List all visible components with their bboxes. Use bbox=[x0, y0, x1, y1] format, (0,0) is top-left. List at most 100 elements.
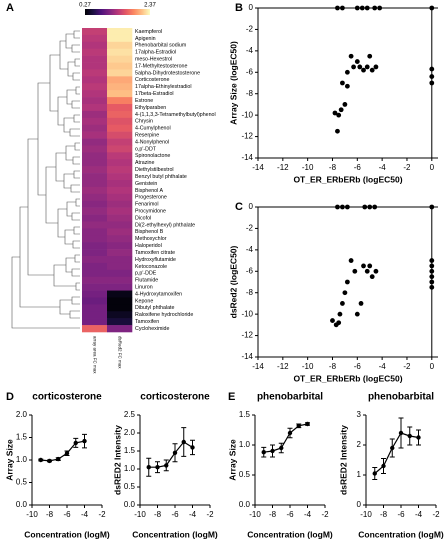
point bbox=[38, 457, 43, 463]
x-axis-title: Concentration (logM) bbox=[24, 529, 110, 539]
row-label: Ketoconazole bbox=[135, 264, 167, 270]
point bbox=[429, 284, 435, 290]
heatmap-cell bbox=[107, 90, 133, 98]
row-label: Haloperidol bbox=[135, 243, 162, 249]
row-label: Bisphenol A bbox=[135, 188, 163, 194]
heatmap-cell bbox=[82, 145, 108, 153]
point bbox=[279, 445, 284, 451]
point bbox=[429, 66, 435, 72]
point bbox=[47, 458, 52, 464]
curve bbox=[40, 440, 85, 462]
row-label: Tamoxifen bbox=[135, 319, 159, 325]
x-tick-label: 0 bbox=[430, 362, 435, 371]
heatmap-cell bbox=[107, 325, 133, 333]
x-tick-label: -10 bbox=[302, 362, 314, 371]
row-label: 4-Hydroxytamoxifen bbox=[135, 291, 182, 297]
point bbox=[398, 430, 404, 436]
panel-label: A bbox=[6, 2, 14, 14]
point bbox=[407, 433, 412, 439]
colorbar bbox=[85, 9, 150, 15]
point bbox=[342, 290, 348, 296]
y-tick-label: 2.0 bbox=[124, 428, 136, 437]
point bbox=[344, 69, 350, 75]
y-tick-label: 0 bbox=[249, 3, 254, 12]
point bbox=[348, 258, 354, 263]
heatmap-cell bbox=[107, 69, 133, 77]
row-label: Apigenin bbox=[135, 36, 156, 42]
x-tick-label: -2 bbox=[321, 510, 329, 519]
x-tick-label: -10 bbox=[249, 510, 261, 519]
heatmap-cell bbox=[82, 83, 108, 91]
point bbox=[367, 204, 373, 210]
panel-label: C bbox=[235, 201, 243, 213]
heatmap-cell bbox=[82, 207, 108, 215]
x-tick-label: -8 bbox=[329, 163, 337, 172]
y-tick-label: -8 bbox=[246, 89, 254, 98]
y-tick-label: -12 bbox=[241, 331, 253, 340]
heatmap-cell bbox=[82, 228, 108, 236]
row-label: Procymidone bbox=[135, 208, 166, 214]
chart-title: phenobarbital bbox=[368, 392, 434, 403]
point bbox=[354, 5, 360, 11]
heatmap-cell bbox=[107, 297, 133, 305]
heatmap-cell bbox=[82, 97, 108, 105]
row-label: Dibutyl phthalate bbox=[135, 305, 175, 311]
point bbox=[416, 435, 421, 440]
y-tick-label: 2 bbox=[357, 440, 362, 449]
heatmap-cell bbox=[82, 221, 108, 229]
heatmap-cell bbox=[107, 48, 133, 56]
x-tick-label: -4 bbox=[415, 510, 423, 519]
heatmap-cell bbox=[82, 269, 108, 278]
heatmap-cell bbox=[82, 69, 108, 77]
point bbox=[358, 301, 364, 306]
y-tick-label: -10 bbox=[241, 110, 253, 119]
row-label: Fenarimol bbox=[135, 202, 159, 208]
y-tick-label: -2 bbox=[246, 224, 254, 233]
heatmap-cell bbox=[107, 34, 133, 43]
point bbox=[342, 102, 348, 107]
heatmap-cell bbox=[82, 214, 108, 222]
point bbox=[261, 450, 266, 455]
x-axis-title: Concentration (logM) bbox=[247, 529, 333, 539]
point bbox=[351, 64, 356, 70]
heatmap-cell bbox=[82, 152, 108, 160]
point bbox=[336, 320, 342, 326]
point bbox=[56, 456, 61, 462]
point bbox=[64, 451, 70, 456]
row-label: Flutamide bbox=[135, 278, 158, 284]
heatmap-cell bbox=[82, 325, 108, 333]
panel-label: D bbox=[6, 391, 14, 403]
point bbox=[190, 445, 195, 450]
heatmap-cell bbox=[107, 200, 133, 208]
point bbox=[364, 268, 370, 274]
x-tick-label: -2 bbox=[403, 362, 411, 371]
row-label: p,p'-DDE bbox=[135, 271, 157, 277]
x-tick-label: -8 bbox=[154, 510, 162, 519]
heatmap-cell bbox=[107, 207, 133, 215]
point bbox=[344, 279, 350, 285]
point bbox=[372, 204, 378, 210]
y-axis-title: Array Size (logEC50) bbox=[228, 41, 238, 125]
heatmap-cell bbox=[107, 193, 133, 202]
curve bbox=[374, 432, 419, 474]
x-tick-label: -10 bbox=[360, 510, 372, 519]
colorbar-tick-label: 0.27 bbox=[79, 3, 91, 9]
x-axis-title: OT_ER_ERbERb (logEC50) bbox=[293, 373, 402, 383]
heatmap-cell bbox=[107, 28, 133, 36]
heatmap-cell bbox=[82, 104, 108, 112]
heatmap-cell bbox=[82, 124, 108, 132]
row-label: Bisphenol B bbox=[135, 229, 164, 235]
colorbar-tick-label: 2.37 bbox=[144, 3, 156, 9]
heatmap-cell bbox=[107, 76, 133, 84]
x-tick-label: -12 bbox=[277, 362, 289, 371]
x-tick-label: -12 bbox=[277, 163, 289, 172]
chart-title: phenobarbital bbox=[257, 392, 323, 403]
row-label: Chrysin bbox=[135, 119, 153, 125]
y-tick-label: 0 bbox=[249, 202, 254, 211]
heatmap-cell bbox=[107, 249, 133, 257]
y-tick-label: 3 bbox=[357, 410, 362, 419]
x-tick-label: -8 bbox=[329, 362, 337, 371]
point bbox=[337, 311, 343, 317]
x-tick-label: -8 bbox=[269, 510, 277, 519]
heatmap-cell bbox=[82, 90, 108, 98]
